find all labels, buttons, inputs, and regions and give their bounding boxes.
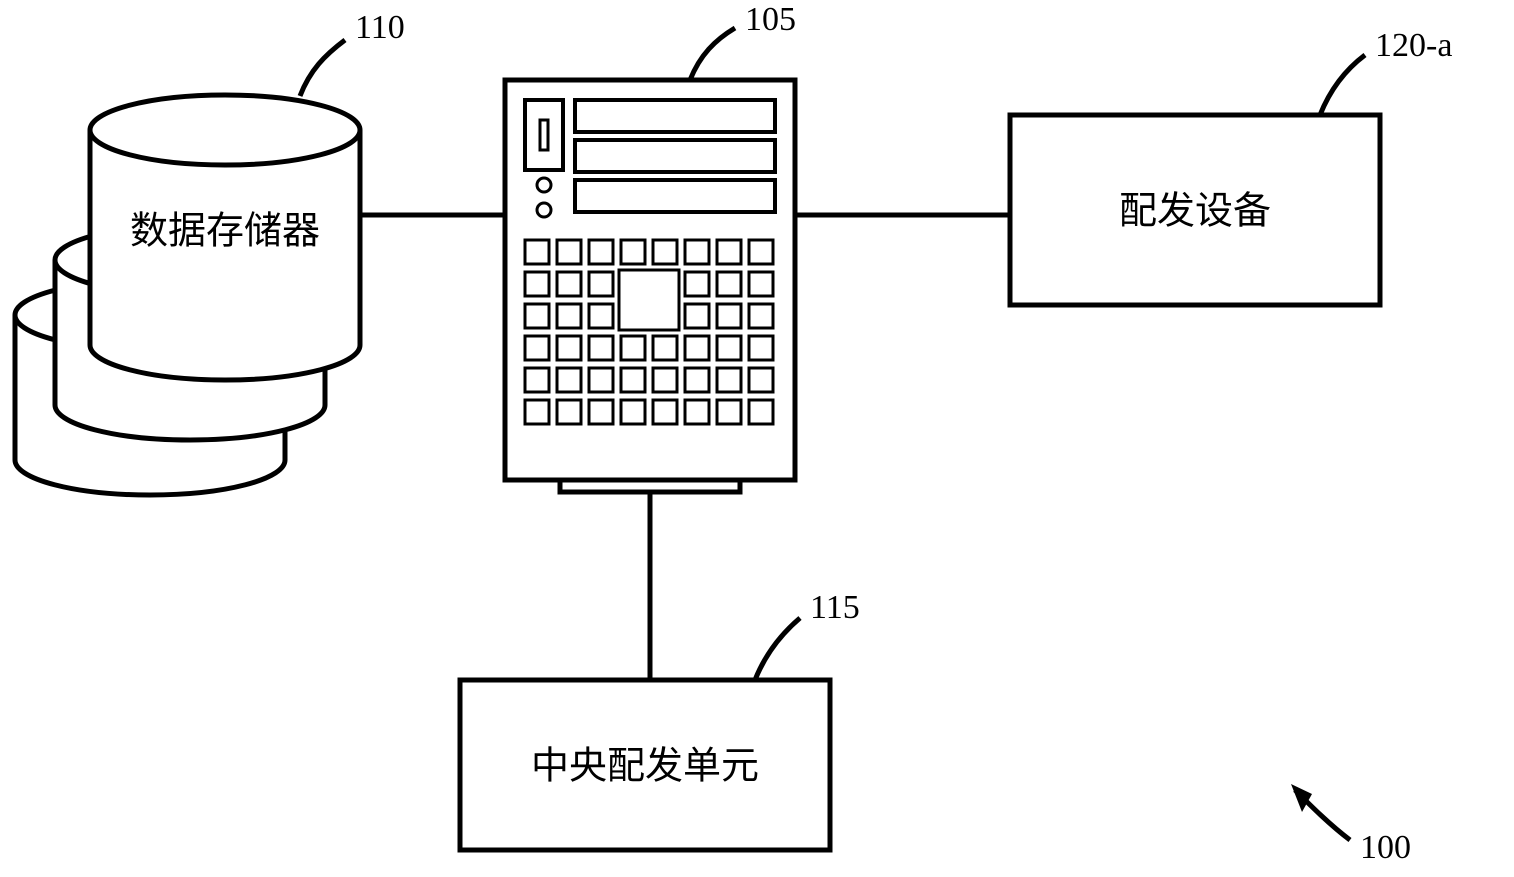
central-unit-node: 中央配发单元 115	[460, 589, 860, 850]
data-store-label: 数据存储器	[130, 211, 320, 253]
dispensing-device-label: 配发设备	[1119, 191, 1271, 233]
server-node: 105	[505, 1, 796, 492]
data-store-ref: 110	[355, 9, 405, 46]
central-unit-ref: 115	[810, 589, 860, 626]
central-unit-label: 中央配发单元	[531, 746, 759, 788]
server-ref: 105	[745, 1, 796, 38]
figure-ref-label: 100	[1360, 829, 1411, 866]
dispensing-device-node: 配发设备 120-a	[1010, 27, 1452, 305]
dispensing-device-ref: 120-a	[1375, 27, 1452, 64]
data-store-node: 数据存储器 110	[15, 9, 405, 495]
figure-ref: 100	[1291, 784, 1411, 866]
system-diagram: 数据存储器 110 105 配发设备 120-a	[0, 0, 1514, 877]
